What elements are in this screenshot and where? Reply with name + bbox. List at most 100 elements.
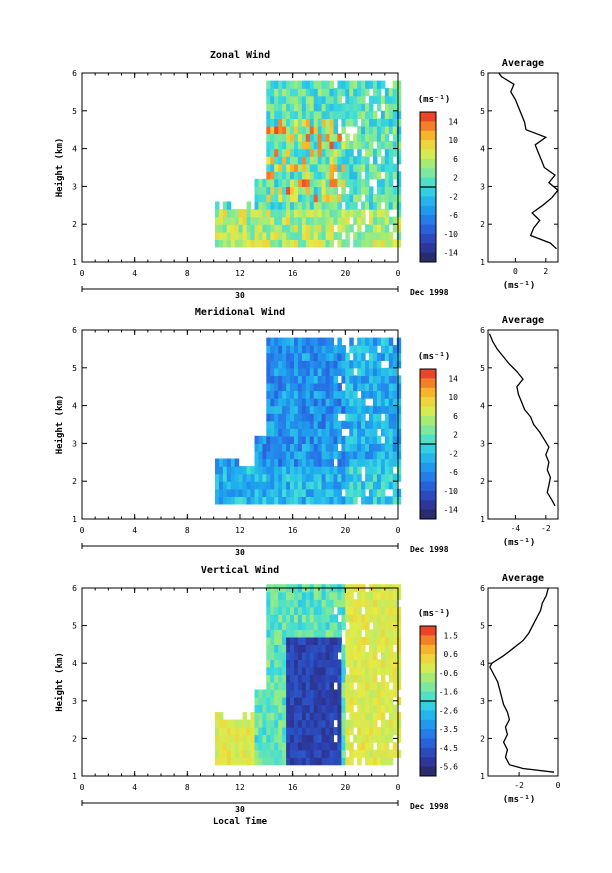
heatmap-cell xyxy=(297,428,303,437)
heatmap-cell xyxy=(329,749,334,758)
heatmap-cell xyxy=(341,719,346,728)
heatmap-cell xyxy=(384,95,390,104)
heatmap-cell xyxy=(290,413,295,422)
heatmap-cell xyxy=(305,496,311,505)
heatmap-cell xyxy=(373,216,378,225)
heatmap-cell xyxy=(369,125,374,135)
heatmap-cell xyxy=(226,734,232,743)
heatmap-cell xyxy=(290,667,295,676)
heatmap-cell xyxy=(250,488,255,497)
heatmap-cell xyxy=(282,148,287,157)
heatmap-cell xyxy=(337,435,342,444)
heatmap-cell xyxy=(345,141,350,150)
heatmap-cell xyxy=(325,163,331,172)
heatmap-cell xyxy=(230,458,236,467)
heatmap-cell xyxy=(297,231,303,240)
heatmap-cell xyxy=(258,186,263,195)
heatmap-cell xyxy=(266,110,271,119)
heatmap-cell xyxy=(226,209,232,218)
heatmap-cell xyxy=(274,458,279,467)
heatmap-cell xyxy=(349,697,354,706)
heatmap-cell xyxy=(305,473,311,482)
heatmap-cell xyxy=(309,420,315,429)
heatmap-cell xyxy=(250,216,255,225)
heatmap-cell xyxy=(274,674,279,683)
heatmap-cell xyxy=(325,742,331,751)
heatmap-cell xyxy=(266,95,271,104)
heatmap-cell xyxy=(270,599,275,608)
heatmap-cell xyxy=(290,110,295,119)
heatmap-cell xyxy=(357,231,362,240)
heatmap-cell xyxy=(325,704,331,713)
heatmap-cell xyxy=(349,749,354,758)
heatmap-cell xyxy=(294,599,299,608)
heatmap-cell xyxy=(357,382,362,392)
heatmap-cell xyxy=(286,171,291,180)
heatmap-cell xyxy=(333,697,338,706)
heatmap-cell xyxy=(250,719,255,728)
heatmap-cell xyxy=(278,133,283,142)
heatmap-cell xyxy=(294,201,299,210)
heatmap-cell xyxy=(258,488,263,497)
heatmap-cell xyxy=(305,727,311,736)
heatmap-cell xyxy=(349,148,354,157)
y-tick-label: 4 xyxy=(72,145,77,154)
y-tick-label: 3 xyxy=(72,697,77,706)
heatmap-cell xyxy=(345,398,350,407)
heatmap-cell xyxy=(278,742,283,751)
heatmap-cell xyxy=(218,481,224,490)
heatmap-cell xyxy=(384,481,390,490)
heatmap-cell xyxy=(329,390,334,399)
heatmap-cell xyxy=(282,178,287,187)
heatmap-cell xyxy=(369,473,374,482)
heatmap-cell xyxy=(305,133,311,142)
heatmap-cell xyxy=(329,118,334,127)
heatmap-cell xyxy=(321,413,327,422)
heatmap-cell xyxy=(376,591,382,600)
heatmap-cell xyxy=(238,216,244,225)
heatmap-cell xyxy=(376,451,382,460)
heatmap-cell xyxy=(361,591,366,600)
heatmap-cell xyxy=(369,171,374,180)
heatmap-cell xyxy=(286,224,291,233)
x-tick-label: 20 xyxy=(341,783,351,792)
heatmap-cell xyxy=(376,734,382,743)
heatmap-cell xyxy=(388,231,394,240)
heatmap-cell xyxy=(321,95,327,104)
date-day-label: 30 xyxy=(235,548,245,557)
heatmap-cell xyxy=(325,382,331,392)
heatmap-cell xyxy=(345,451,350,460)
heatmap-cell xyxy=(254,178,259,187)
heatmap-cell xyxy=(353,651,358,660)
heatmap-cell xyxy=(270,88,275,97)
heatmap-cell xyxy=(384,133,390,142)
heatmap-cell xyxy=(301,644,307,653)
heatmap-cell xyxy=(392,352,398,361)
heatmap-cell xyxy=(290,712,295,721)
colorbar-swatch xyxy=(420,149,436,160)
heatmap-cell xyxy=(278,405,283,414)
heatmap-cell xyxy=(373,201,378,210)
heatmap-cell xyxy=(329,163,334,172)
heatmap-cell xyxy=(380,186,386,195)
heatmap-cell xyxy=(365,156,370,165)
heatmap-cell xyxy=(286,727,291,736)
heatmap-cell xyxy=(396,125,402,135)
heatmap-cell xyxy=(392,367,398,376)
heatmap-cell xyxy=(262,216,267,225)
heatmap-cell xyxy=(305,614,311,623)
heatmap-cell xyxy=(361,367,366,376)
heatmap-cell xyxy=(388,644,394,653)
heatmap-cell xyxy=(222,734,228,743)
heatmap-cell xyxy=(365,420,370,429)
heatmap-cell xyxy=(274,443,279,452)
heatmap-cell xyxy=(250,734,255,743)
heatmap-cell xyxy=(234,496,240,505)
heatmap-cell xyxy=(294,606,299,615)
heatmap-cell xyxy=(313,224,319,233)
heatmap-cell xyxy=(388,451,394,460)
heatmap-cell xyxy=(250,481,255,490)
heatmap-cell xyxy=(294,141,299,150)
heatmap-cell xyxy=(369,667,374,676)
profile-title: Average xyxy=(502,573,544,584)
